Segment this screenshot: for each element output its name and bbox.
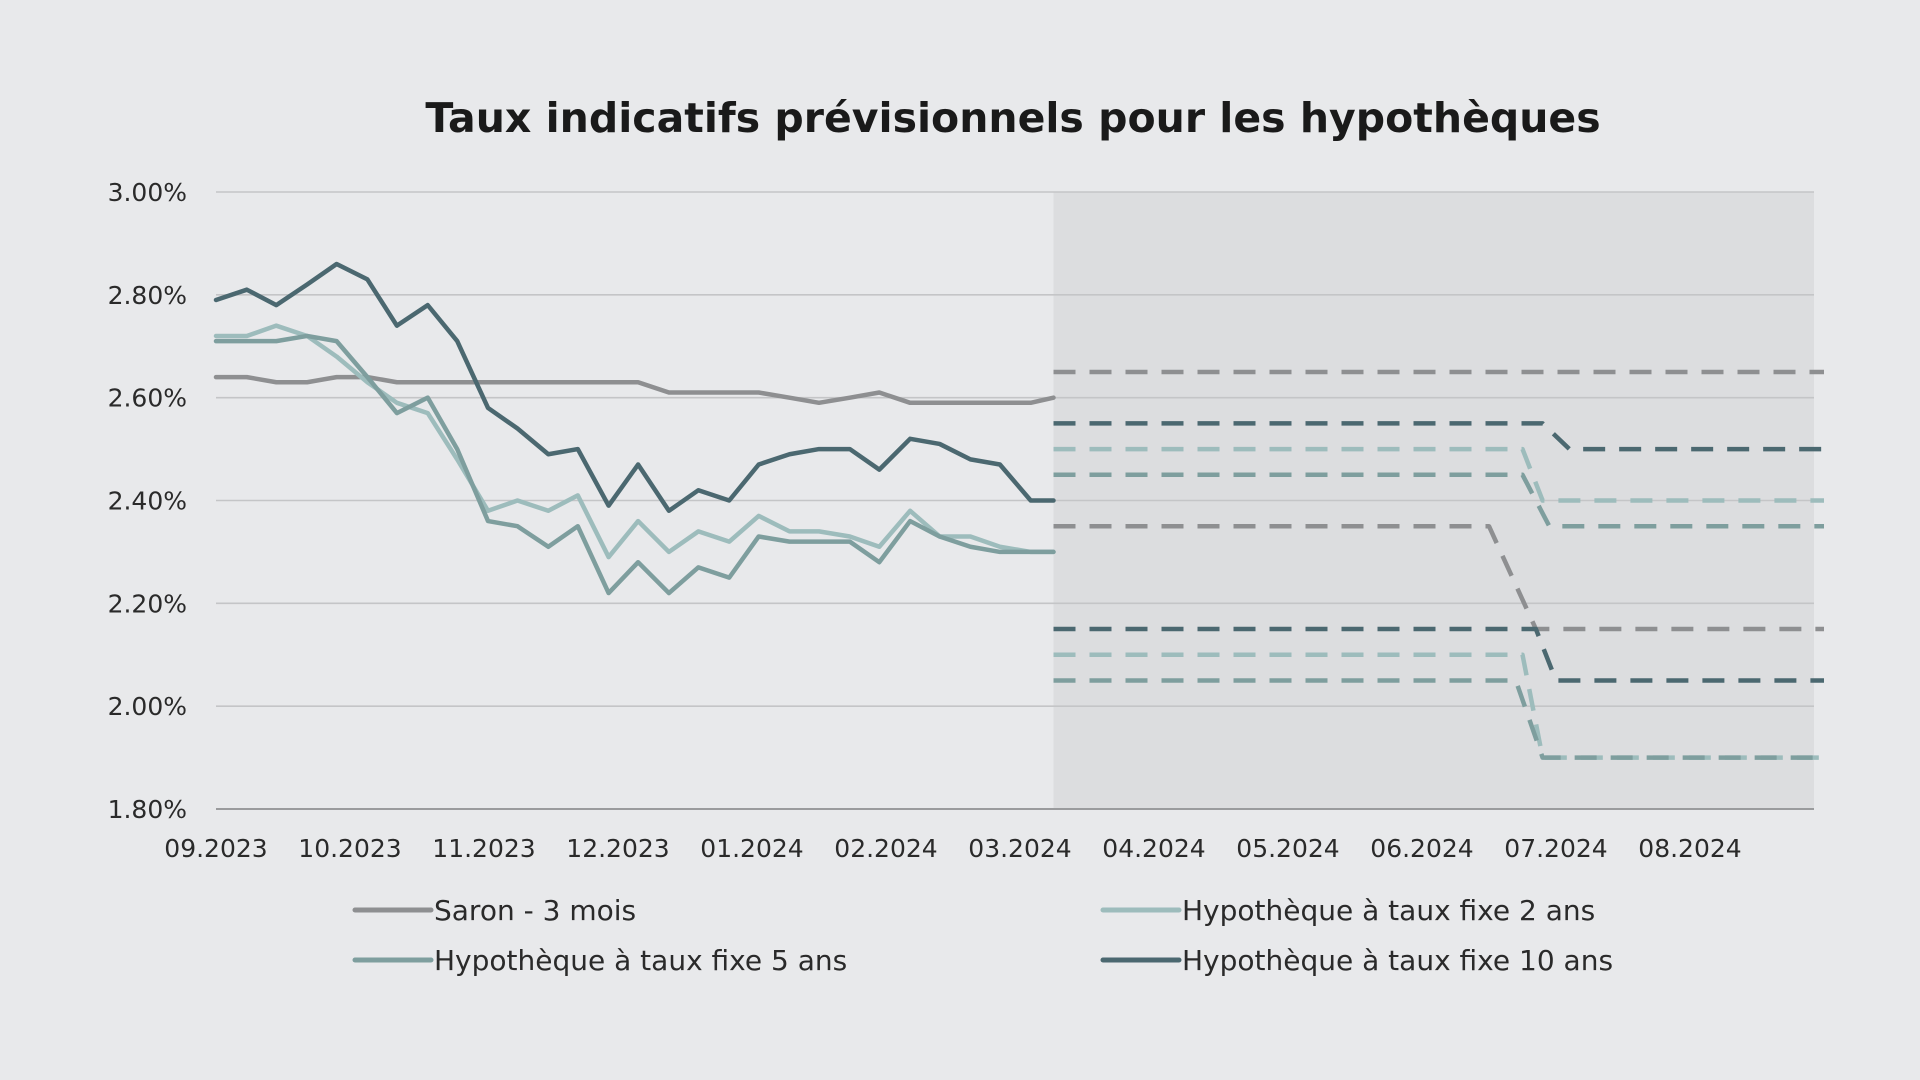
x-tick-label: 04.2024 — [1102, 834, 1205, 863]
y-tick-label: 3.00% — [108, 178, 187, 207]
y-tick-label: 2.80% — [108, 281, 187, 310]
x-tick-label: 11.2023 — [432, 834, 535, 863]
y-tick-label: 1.80% — [108, 795, 187, 824]
x-tick-label: 12.2023 — [566, 834, 669, 863]
x-tick-label: 02.2024 — [834, 834, 937, 863]
forecast-line — [1053, 652, 1824, 760]
x-tick-label: 05.2024 — [1236, 834, 1339, 863]
series-line — [213, 374, 1056, 406]
forecast-line — [1053, 446, 1824, 503]
forecast-line — [1053, 472, 1824, 529]
x-tick-label: 03.2024 — [968, 834, 1071, 863]
legend-label: Hypothèque à taux fixe 5 ans — [434, 944, 847, 977]
legend-label: Saron - 3 mois — [434, 894, 636, 927]
x-tick-label: 01.2024 — [700, 834, 803, 863]
y-tick-label: 2.20% — [108, 589, 187, 618]
series-line — [213, 323, 1056, 560]
chart-title: Taux indicatifs prévisionnels pour les h… — [425, 94, 1600, 142]
legend-label: Hypothèque à taux fixe 2 ans — [1182, 894, 1595, 927]
x-tick-label: 09.2023 — [164, 834, 267, 863]
forecast-line — [1053, 523, 1824, 632]
forecast-line — [1053, 421, 1824, 452]
y-tick-label: 2.60% — [108, 384, 187, 413]
series-line — [213, 333, 1056, 596]
forecast-line — [1053, 678, 1824, 760]
x-tick-label: 07.2024 — [1504, 834, 1607, 863]
forecast-line — [1053, 626, 1824, 683]
x-tick-label: 06.2024 — [1370, 834, 1473, 863]
y-tick-label: 2.40% — [108, 487, 187, 516]
y-tick-label: 2.00% — [108, 692, 187, 721]
x-tick-label: 10.2023 — [298, 834, 401, 863]
series-line — [213, 261, 1056, 514]
legend-label: Hypothèque à taux fixe 10 ans — [1182, 944, 1613, 977]
x-tick-label: 08.2024 — [1638, 834, 1741, 863]
